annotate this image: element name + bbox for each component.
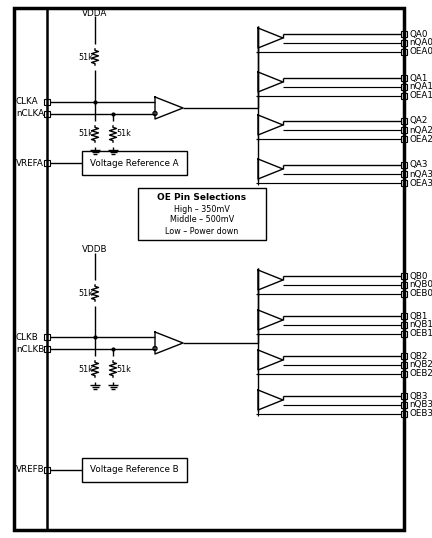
- Bar: [401, 331, 407, 337]
- Bar: [401, 162, 407, 168]
- Text: Middle – 500mV: Middle – 500mV: [170, 216, 234, 224]
- Text: 51k: 51k: [78, 365, 93, 373]
- Bar: [401, 180, 407, 186]
- Bar: [401, 93, 407, 99]
- Bar: [401, 362, 407, 368]
- Bar: [401, 273, 407, 279]
- Text: QB2: QB2: [409, 351, 427, 360]
- Text: nCLKA: nCLKA: [16, 110, 44, 118]
- Text: 51k: 51k: [116, 130, 131, 138]
- Text: CLKB: CLKB: [16, 332, 39, 342]
- Text: nQA2: nQA2: [409, 125, 432, 134]
- Bar: [44, 334, 50, 340]
- Bar: [44, 111, 50, 117]
- Text: VREFA: VREFA: [16, 159, 44, 167]
- Text: VREFB: VREFB: [16, 465, 44, 475]
- Bar: [401, 371, 407, 377]
- Text: 51k: 51k: [78, 130, 93, 138]
- Text: OE Pin Selections: OE Pin Selections: [157, 193, 247, 202]
- Text: OEB2: OEB2: [409, 370, 432, 379]
- Bar: [401, 40, 407, 46]
- Text: Voltage Reference B: Voltage Reference B: [90, 465, 179, 475]
- Bar: [401, 127, 407, 133]
- Bar: [401, 393, 407, 399]
- Bar: [401, 171, 407, 177]
- Bar: [138, 188, 266, 240]
- Text: 51k: 51k: [78, 53, 93, 61]
- Text: nQA1: nQA1: [409, 82, 432, 91]
- Text: OEA1: OEA1: [409, 91, 432, 101]
- Text: 51k: 51k: [78, 288, 93, 298]
- Bar: [401, 49, 407, 55]
- Text: QA0: QA0: [409, 30, 428, 39]
- Bar: [401, 313, 407, 319]
- Text: Low – Power down: Low – Power down: [165, 226, 238, 236]
- Text: nCLKB: nCLKB: [16, 344, 44, 353]
- Text: CLKA: CLKA: [16, 97, 38, 107]
- Text: QB1: QB1: [409, 312, 427, 321]
- Bar: [401, 136, 407, 142]
- Bar: [401, 291, 407, 297]
- Text: nQB1: nQB1: [409, 321, 432, 329]
- Text: Voltage Reference A: Voltage Reference A: [90, 159, 179, 167]
- Bar: [401, 31, 407, 37]
- Text: nQA0: nQA0: [409, 39, 432, 47]
- Text: OEB1: OEB1: [409, 329, 432, 338]
- Bar: [44, 99, 50, 105]
- Text: nQB2: nQB2: [409, 360, 432, 370]
- Bar: [401, 411, 407, 417]
- Text: VDDA: VDDA: [83, 9, 108, 18]
- Bar: [82, 458, 187, 482]
- Text: QA2: QA2: [409, 117, 427, 125]
- Text: OEB0: OEB0: [409, 289, 432, 299]
- Text: nQB3: nQB3: [409, 400, 432, 409]
- Text: OEB3: OEB3: [409, 409, 432, 419]
- Bar: [401, 322, 407, 328]
- Text: OEA0: OEA0: [409, 47, 432, 56]
- Text: QA1: QA1: [409, 74, 427, 82]
- Text: nQB0: nQB0: [409, 280, 432, 289]
- Text: VDDB: VDDB: [82, 245, 108, 254]
- Bar: [401, 353, 407, 359]
- Text: QA3: QA3: [409, 160, 428, 169]
- Bar: [44, 467, 50, 473]
- Text: nQA3: nQA3: [409, 169, 432, 179]
- Text: OEA3: OEA3: [409, 179, 432, 188]
- Text: QB3: QB3: [409, 392, 428, 400]
- Text: High – 350mV: High – 350mV: [174, 204, 230, 214]
- Text: 51k: 51k: [116, 365, 131, 373]
- Bar: [401, 118, 407, 124]
- Text: QB0: QB0: [409, 272, 428, 280]
- Bar: [401, 402, 407, 408]
- Bar: [44, 160, 50, 166]
- Bar: [401, 282, 407, 288]
- Bar: [82, 151, 187, 175]
- Text: OEA2: OEA2: [409, 134, 432, 144]
- Bar: [44, 346, 50, 352]
- Bar: [401, 84, 407, 90]
- Bar: [401, 75, 407, 81]
